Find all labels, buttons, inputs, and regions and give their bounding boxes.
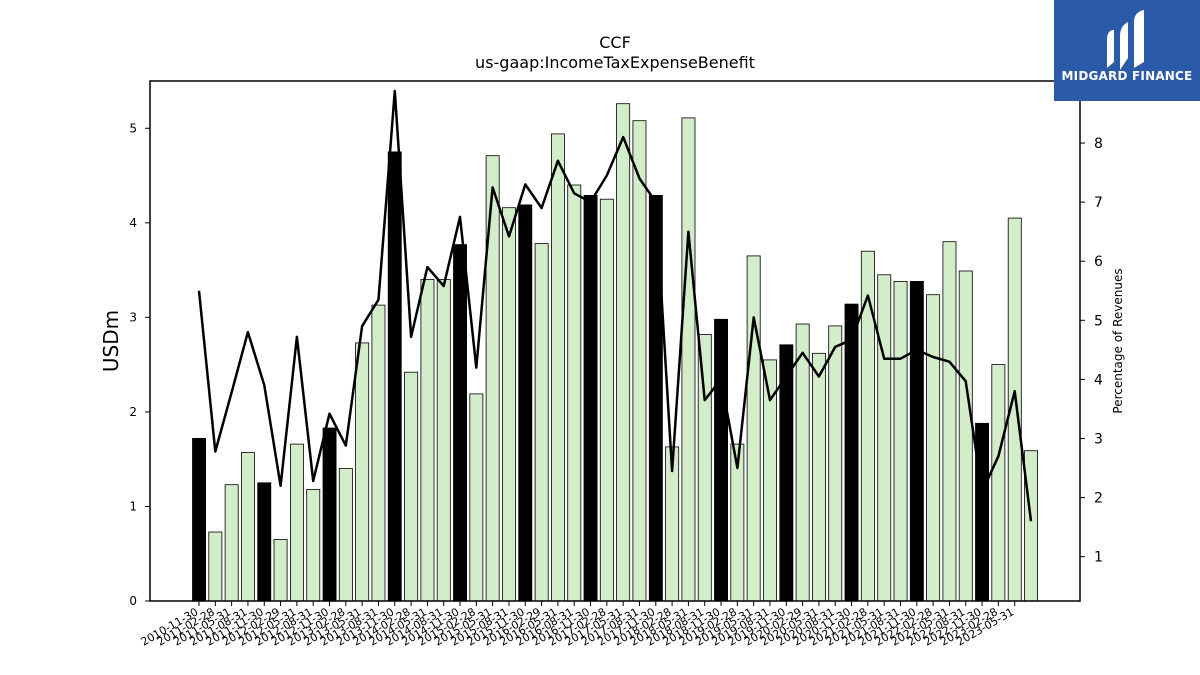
bar bbox=[355, 342, 370, 602]
bar bbox=[714, 318, 729, 602]
bar bbox=[893, 280, 908, 602]
bar bbox=[501, 207, 516, 602]
bar bbox=[795, 323, 810, 602]
bar bbox=[240, 452, 255, 602]
bar bbox=[844, 303, 859, 602]
bar bbox=[975, 422, 990, 602]
bar bbox=[534, 243, 549, 602]
chart-title: CCF bbox=[599, 33, 631, 52]
midgard-logo-icon bbox=[1107, 10, 1144, 70]
bar bbox=[599, 198, 614, 602]
bar bbox=[469, 393, 484, 602]
line-series bbox=[197, 89, 1033, 522]
bar bbox=[681, 117, 696, 602]
y2-axis-label: Percentage of Revenues bbox=[1111, 268, 1125, 413]
y-tick-label: 1 bbox=[129, 499, 137, 513]
bar bbox=[860, 250, 875, 602]
bar bbox=[289, 443, 304, 602]
brand-name: MIDGARD FINANCE bbox=[1061, 69, 1193, 83]
bar bbox=[322, 427, 337, 602]
y2-tick-label: 8 bbox=[1094, 136, 1103, 152]
bar bbox=[485, 155, 500, 602]
bar bbox=[306, 488, 321, 602]
y-tick-label: 2 bbox=[129, 405, 137, 419]
bar bbox=[746, 255, 761, 602]
bar bbox=[338, 468, 353, 602]
bar bbox=[420, 279, 435, 602]
bar bbox=[942, 241, 957, 602]
bar bbox=[192, 437, 207, 602]
bar bbox=[387, 151, 402, 602]
y2-tick-label: 1 bbox=[1094, 550, 1103, 566]
bar bbox=[828, 325, 843, 602]
y2-tick-label: 5 bbox=[1094, 313, 1103, 329]
bar bbox=[958, 270, 973, 602]
y-tick-label: 5 bbox=[129, 121, 137, 135]
y2-tick-label: 4 bbox=[1094, 372, 1103, 388]
bar bbox=[1024, 450, 1039, 602]
bar bbox=[616, 103, 631, 602]
bar bbox=[371, 304, 386, 602]
bar bbox=[697, 333, 712, 602]
bar bbox=[551, 133, 565, 602]
plot-frame bbox=[149, 80, 1081, 602]
bar bbox=[224, 484, 239, 602]
brand-logo: MIDGARD FINANCE bbox=[1054, 0, 1200, 101]
bar bbox=[877, 274, 892, 602]
bar bbox=[273, 539, 288, 602]
bar bbox=[648, 194, 663, 602]
bar bbox=[583, 194, 598, 602]
chart-subtitle: us-gaap:IncomeTaxExpenseBenefit bbox=[475, 53, 755, 72]
line-path bbox=[197, 89, 1033, 522]
y2-tick-label: 6 bbox=[1094, 254, 1103, 270]
bar bbox=[567, 184, 582, 602]
bar bbox=[453, 244, 468, 602]
y2-tick-label: 2 bbox=[1094, 491, 1103, 507]
y2-tick-label: 7 bbox=[1094, 195, 1103, 211]
bar bbox=[812, 352, 826, 602]
bar bbox=[436, 279, 451, 602]
x-axis: 2010-11-302011-02-282011-05-312011-08-31… bbox=[139, 601, 1016, 649]
y-tick-label: 4 bbox=[129, 216, 137, 230]
y2-axis: 1 2 3 4 5 6 7 8 bbox=[1080, 136, 1103, 566]
bar bbox=[926, 294, 941, 602]
bar bbox=[909, 280, 924, 602]
y2-tick-label: 3 bbox=[1094, 432, 1103, 448]
bar bbox=[257, 482, 272, 602]
y-axis-label: USDm bbox=[99, 310, 123, 372]
y-tick-label: 3 bbox=[129, 310, 137, 324]
bar bbox=[632, 120, 647, 602]
bar bbox=[404, 371, 419, 602]
bar bbox=[991, 364, 1006, 602]
bar bbox=[208, 531, 223, 602]
bar bbox=[518, 204, 533, 602]
y-axis: 0 1 2 3 4 5 bbox=[129, 121, 150, 608]
y-tick-label: 0 bbox=[129, 594, 137, 608]
